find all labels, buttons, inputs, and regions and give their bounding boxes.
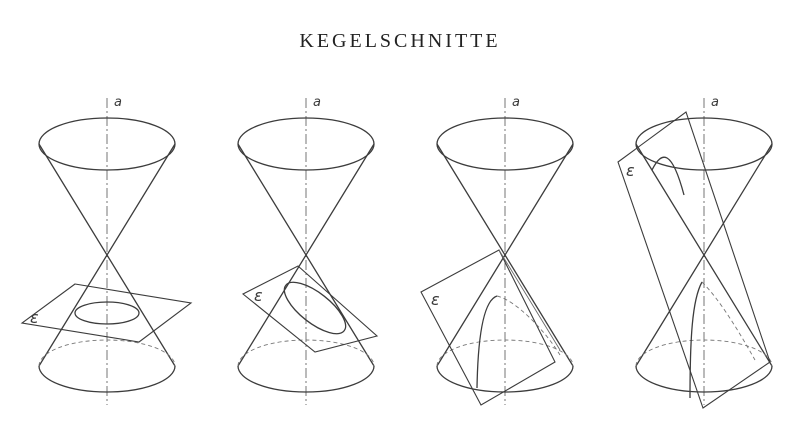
section-hyperbola-lower: [689, 281, 703, 399]
section-ellipse: [283, 281, 347, 335]
axis-label-1: a: [114, 95, 122, 110]
plane-epsilon-4: [617, 111, 771, 409]
plane-epsilon-3: [420, 249, 556, 406]
section-hyperbola-upper: [651, 156, 685, 196]
section-circle: [74, 301, 140, 325]
cone-figure-3: a ε: [420, 95, 574, 406]
axis-label-3: a: [512, 95, 520, 110]
plane-label-2: ε: [254, 286, 263, 305]
plane-label-1: ε: [30, 308, 39, 327]
axis-label-4: a: [711, 95, 719, 110]
cone-figure-4: a ε: [617, 95, 773, 409]
plane-epsilon-2: [241, 265, 379, 353]
axis-label-2: a: [313, 95, 321, 110]
cone-figure-1: a ε: [20, 95, 193, 405]
page-title: KEGELSCHNITTE: [299, 30, 501, 52]
cone-figure-2: a ε: [237, 95, 379, 405]
section-parabola: [476, 295, 498, 389]
plane-label-4: ε: [626, 161, 635, 180]
plane-epsilon-1: [20, 283, 193, 343]
plane-label-3: ε: [431, 290, 440, 309]
